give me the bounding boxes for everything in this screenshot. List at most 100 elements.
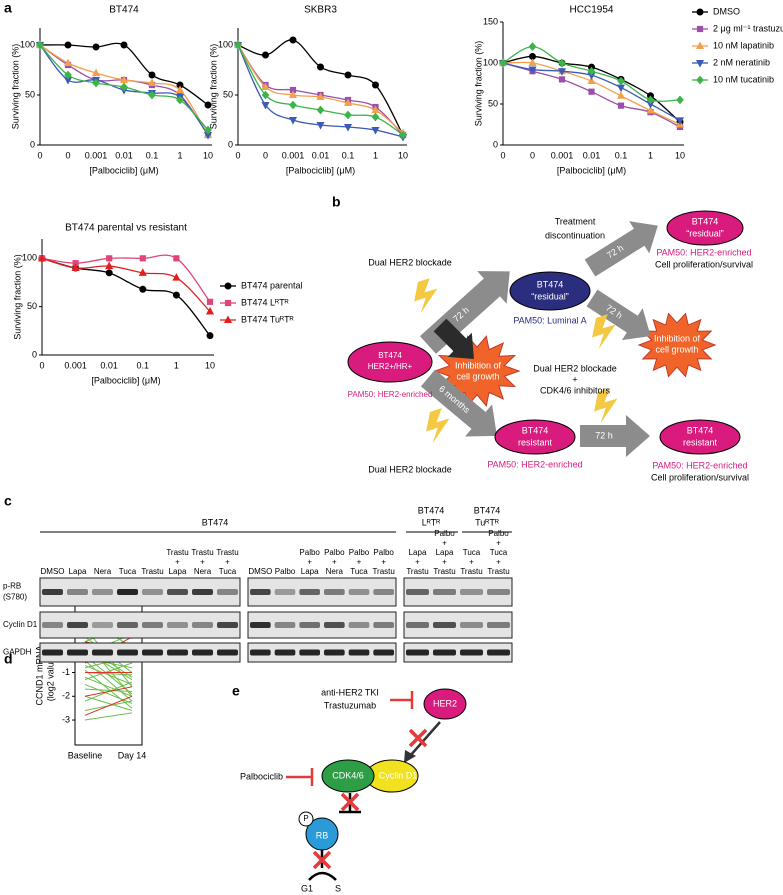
band <box>487 589 510 595</box>
x-tick-label: 0.01 <box>115 150 133 160</box>
row-label: (S780) <box>3 593 27 602</box>
point <box>587 76 596 85</box>
lane-label: DMSO <box>41 567 65 576</box>
series-line <box>84 664 133 685</box>
diagram-e: anti-HER2 TKI Trastuzumab HER2 Palbocicl… <box>240 687 467 893</box>
band <box>192 649 213 656</box>
legend-marker <box>695 41 705 49</box>
band <box>406 622 429 628</box>
lane-label: + <box>225 558 230 567</box>
cell-label: BT474 <box>522 425 549 435</box>
band <box>217 649 238 656</box>
y-tick-label: 100 <box>483 57 498 67</box>
band <box>373 622 394 628</box>
x-tick-label: 0 <box>530 150 535 160</box>
protein-label: RB <box>316 830 329 840</box>
band <box>324 649 345 656</box>
band <box>324 589 345 595</box>
her2 <box>423 688 467 720</box>
point <box>261 102 270 110</box>
point <box>92 78 100 88</box>
band <box>142 589 163 595</box>
point <box>119 75 129 83</box>
legend-marker <box>696 25 704 33</box>
point <box>617 102 625 109</box>
y-tick-label: 0 <box>228 139 233 149</box>
cell <box>509 271 591 311</box>
star-label: Inhibition of <box>455 360 502 370</box>
group-title: BT474 <box>418 505 445 515</box>
band <box>67 622 88 628</box>
y-tick-label: 50 <box>223 89 233 99</box>
point <box>344 71 352 79</box>
inhibition <box>286 691 414 786</box>
bolt <box>592 314 616 350</box>
arrow <box>586 289 651 341</box>
legend-marker <box>696 8 704 16</box>
x-tick-label: 1 <box>177 150 182 160</box>
band <box>460 589 483 595</box>
point <box>557 68 567 76</box>
lane-label: + <box>332 558 337 567</box>
y-axis-label: Surviving fraction (%) <box>208 44 218 130</box>
cell-label: resistant <box>683 437 718 447</box>
band <box>92 622 113 628</box>
bolts <box>414 278 618 444</box>
y-axis-label: Surviving fraction (%) <box>12 254 22 340</box>
series-line <box>84 695 133 716</box>
x-tick-label: 0.1 <box>342 150 355 160</box>
point <box>206 298 214 305</box>
band <box>460 622 483 628</box>
point <box>206 332 214 340</box>
star-label: Inhibition of <box>654 333 701 343</box>
arrow <box>409 721 441 757</box>
x-tick-label: 10 <box>205 360 215 370</box>
x-tick-label: 0 <box>235 150 240 160</box>
point <box>344 110 352 120</box>
point <box>172 273 181 281</box>
point <box>587 66 596 76</box>
point <box>63 58 73 66</box>
point <box>289 100 297 110</box>
point <box>37 253 47 262</box>
lane-label: + <box>496 558 501 567</box>
row-label: GAPDH <box>3 648 32 657</box>
drug-label: anti-HER2 TKI <box>321 687 379 697</box>
series-line <box>84 695 133 712</box>
lane-label: + <box>469 558 474 567</box>
phenotype: Cell proliferation/survival <box>651 472 749 482</box>
x-axis-label: [Palbociclib] (μM) <box>91 375 160 385</box>
arrow-label: 72 h <box>595 430 613 440</box>
point <box>371 127 380 135</box>
point <box>64 70 72 80</box>
x-tick-label: 10 <box>398 150 408 160</box>
band <box>460 649 483 656</box>
lane-label: Nera <box>94 567 112 576</box>
point <box>172 291 180 299</box>
pam50: PAM50: HER2-enriched <box>487 459 582 469</box>
band <box>348 589 370 595</box>
lane-label: Trastu <box>487 567 509 576</box>
band <box>433 649 456 656</box>
lane-label: + <box>381 558 386 567</box>
y-tick-label: 50 <box>488 98 498 108</box>
band <box>67 649 88 656</box>
arrow <box>580 415 650 457</box>
point <box>106 255 113 262</box>
x-tick-label: 0 <box>500 150 505 160</box>
point <box>316 105 325 115</box>
cell-label: BT474 <box>537 279 564 289</box>
protein-label: HER2 <box>433 698 457 708</box>
diagram-b-text: Dual HER2 blockade Treatment discontinua… <box>348 216 753 482</box>
series-line <box>84 660 133 702</box>
band <box>299 649 320 656</box>
band <box>299 589 320 595</box>
y-axis-label: Surviving fraction (%) <box>10 44 20 130</box>
label: Dual HER2 blockade <box>368 464 452 474</box>
point <box>646 95 655 105</box>
x-tick-label: 0.001 <box>64 360 87 370</box>
phospho <box>298 811 314 827</box>
y-tick-label: -2 <box>62 691 70 701</box>
red-x <box>312 728 428 870</box>
legend-label: BT474 parental <box>241 280 303 290</box>
